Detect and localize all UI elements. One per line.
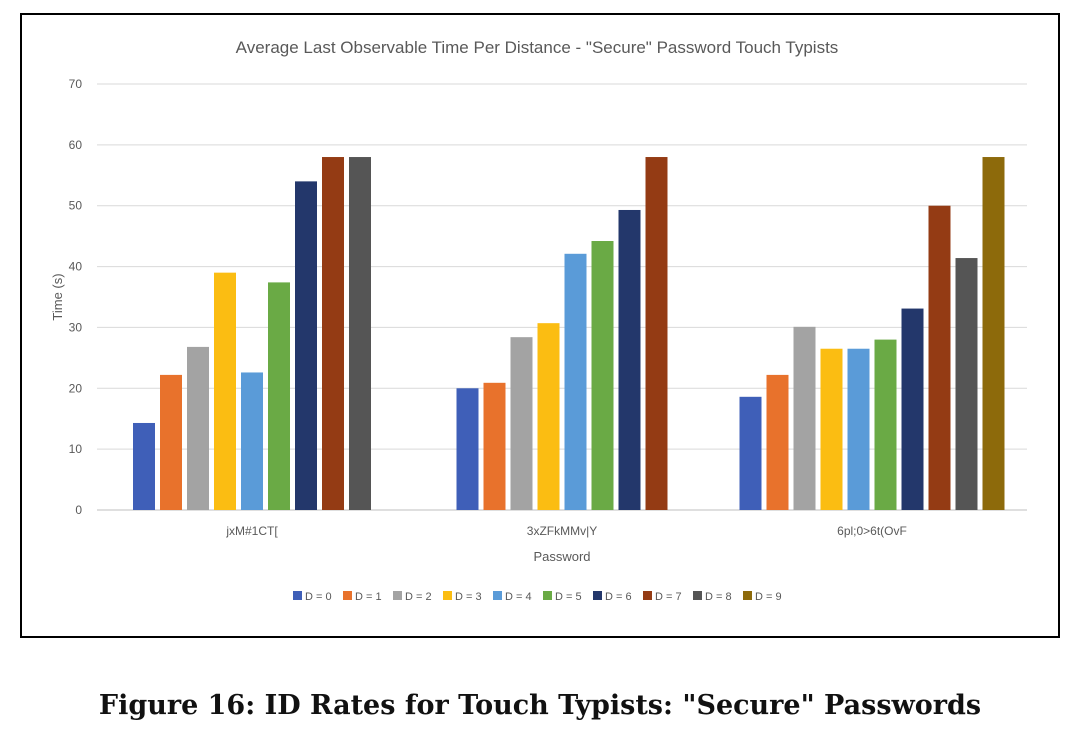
bar-3-D8	[955, 258, 978, 510]
legend-label: D = 4	[505, 591, 532, 603]
bar-chart: Average Last Observable Time Per Distanc…	[50, 38, 1027, 603]
bar-3-D2	[793, 326, 816, 510]
x-tick-label: jxM#1CT[	[225, 524, 278, 538]
legend-swatch	[643, 591, 652, 600]
legend-label: D = 7	[655, 591, 682, 603]
y-tick-label: 60	[69, 138, 83, 152]
bar-3-D5	[874, 339, 897, 510]
legend-label: D = 6	[605, 591, 632, 603]
bar-1-D1	[160, 374, 182, 510]
legend-swatch	[593, 591, 602, 600]
legend-swatch	[543, 591, 552, 600]
legend-swatch	[743, 591, 752, 600]
bar-2-D0	[456, 388, 479, 510]
bar-3-D9	[982, 157, 1005, 510]
bar-3-D3	[820, 348, 843, 510]
legend-swatch	[343, 591, 352, 600]
legend-swatch	[293, 591, 302, 600]
y-tick-label: 0	[75, 503, 82, 517]
bar-2-D2	[510, 337, 533, 510]
bar-3-D0	[739, 396, 762, 510]
y-tick-label: 10	[69, 442, 83, 456]
legend-swatch	[443, 591, 452, 600]
bar-2-D5	[591, 241, 614, 511]
y-tick-label: 40	[69, 260, 83, 274]
bar-1-D4	[241, 372, 263, 510]
legend-label: D = 3	[455, 591, 482, 603]
bar-1-D3	[214, 272, 236, 510]
legend-label: D = 5	[555, 591, 582, 603]
bar-2-D3	[537, 323, 560, 510]
bar-3-D6	[901, 308, 924, 510]
legend-label: D = 8	[705, 591, 732, 603]
y-tick-label: 50	[69, 199, 83, 213]
legend-label: D = 1	[355, 591, 382, 603]
x-axis-label: Password	[533, 549, 590, 564]
bar-2-D4	[564, 253, 587, 510]
y-axis-label: Time (s)	[50, 273, 65, 320]
bar-3-D4	[847, 348, 870, 510]
bar-1-D6	[295, 181, 317, 510]
legend-label: D = 0	[305, 591, 332, 603]
legend-swatch	[393, 591, 402, 600]
bar-1-D5	[268, 282, 290, 510]
y-tick-label: 30	[69, 320, 83, 334]
legend-swatch	[693, 591, 702, 600]
bar-1-D7	[322, 157, 344, 510]
bar-2-D6	[618, 209, 641, 510]
bar-3-D7	[928, 205, 951, 510]
y-tick-label: 20	[69, 381, 83, 395]
legend-label: D = 9	[755, 591, 782, 603]
bar-2-D1	[483, 382, 506, 510]
chart-frame: Average Last Observable Time Per Distanc…	[20, 13, 1060, 638]
bar-2-D7	[645, 157, 668, 510]
y-tick-label: 70	[69, 77, 83, 91]
bar-1-D2	[187, 346, 209, 510]
figure-caption: Figure 16: ID Rates for Touch Typists: "…	[98, 690, 982, 721]
x-tick-label: 3xZFkMMv|Y	[527, 524, 597, 538]
x-tick-label: 6pl;0>6t(OvF	[837, 524, 907, 538]
bar-1-D0	[133, 422, 155, 510]
bar-1-D8	[349, 157, 371, 510]
legend-label: D = 2	[405, 591, 432, 603]
chart-title: Average Last Observable Time Per Distanc…	[236, 38, 839, 57]
legend-swatch	[493, 591, 502, 600]
bar-3-D1	[766, 374, 789, 510]
